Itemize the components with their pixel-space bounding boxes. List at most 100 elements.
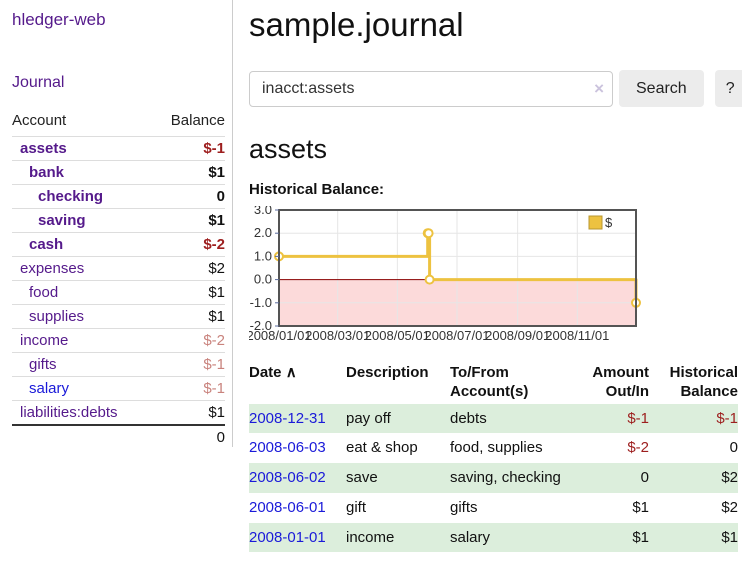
search-input[interactable]: [249, 70, 613, 107]
account-row: cash $-2: [12, 232, 225, 257]
svg-text:1.0: 1.0: [254, 248, 272, 263]
account-name-cell: gifts: [12, 352, 153, 377]
search-button[interactable]: Search: [619, 70, 704, 107]
svg-text:0.0: 0.0: [254, 272, 272, 287]
page-title: sample.journal: [249, 6, 464, 43]
account-name-cell: checking: [12, 184, 153, 209]
account-link-expenses[interactable]: expenses: [20, 260, 85, 277]
account-balance: $-1: [152, 376, 225, 401]
account-balance: 0: [152, 184, 225, 209]
transaction-date-link[interactable]: 2008-06-03: [249, 439, 326, 457]
svg-text:$: $: [605, 215, 613, 230]
register-row: 2008-06-01 gift gifts $1 $2: [249, 493, 738, 523]
transaction-balance: $2: [721, 469, 738, 486]
account-balance: $-1: [152, 352, 225, 377]
accounts-header-account: Account: [12, 112, 67, 129]
svg-text:2008/11/01: 2008/11/01: [545, 328, 609, 343]
account-row: income $-2: [12, 328, 225, 353]
accounts-total-value: 0: [152, 424, 225, 449]
account-row: supplies $1: [12, 304, 225, 329]
transaction-date-link[interactable]: 2008-01-01: [249, 528, 326, 546]
account-link-salary[interactable]: salary: [29, 380, 70, 397]
account-link-assets[interactable]: assets: [20, 140, 67, 157]
transaction-date-link[interactable]: 2008-06-02: [249, 469, 326, 486]
transaction-date-cell: 2008-06-03: [249, 433, 346, 463]
transaction-description: save: [346, 469, 378, 486]
app-title-link[interactable]: hledger-web: [12, 10, 106, 29]
svg-text:-2.0: -2.0: [250, 318, 272, 333]
account-name-cell: food: [12, 280, 153, 305]
account-row: saving $1: [12, 208, 225, 233]
transaction-balance: 0: [729, 439, 738, 457]
clear-search-icon[interactable]: ×: [594, 78, 604, 98]
svg-text:2008/07/01: 2008/07/01: [424, 328, 489, 343]
historical-balance-chart[interactable]: 3.0 2.0 1.0 0.0 -1.0 -2.0 2008/01/01 2008/03/01…: [246, 202, 742, 350]
account-balance: $1: [152, 304, 225, 329]
transaction-date-link[interactable]: 2008-12-31: [249, 409, 326, 427]
account-balance: $1: [152, 208, 225, 233]
transaction-date-link[interactable]: 2008-06-01: [249, 498, 326, 516]
account-name-cell: supplies: [12, 304, 153, 329]
transaction-accounts: food, supplies: [450, 439, 543, 457]
register-header-description: Description: [346, 364, 429, 381]
sidebar: hledger-web Journal Account Balance asse…: [0, 0, 233, 449]
svg-text:2008/01/01: 2008/01/01: [249, 328, 312, 343]
account-row: liabilities:debts $1: [12, 400, 225, 425]
accounts-table: Account Balance assets $-1 bank $1 checking 0…: [12, 109, 225, 449]
account-name-cell: assets: [12, 136, 153, 161]
register-row: 2008-12-31 pay off debts $-1 $-1: [249, 403, 738, 434]
register-row: 2008-06-02 save saving, checking 0 $2: [249, 463, 738, 493]
account-row: assets $-1: [12, 136, 225, 161]
account-link-checking[interactable]: checking: [38, 188, 104, 205]
account-name-cell: income: [12, 328, 153, 353]
account-row: food $1: [12, 280, 225, 305]
main-content: sample.journal × Search ? assets Histori…: [233, 0, 742, 553]
account-name-cell: bank: [12, 160, 153, 185]
search-form: × Search ?: [249, 70, 742, 107]
account-balance: $-2: [152, 232, 225, 257]
accounts-total-spacer: [12, 424, 153, 449]
transaction-accounts: gifts: [450, 498, 478, 516]
sidebar-item-journal[interactable]: Journal: [12, 74, 65, 91]
register-row: 2008-01-01 income salary $1 $1: [249, 522, 738, 553]
transaction-amount: 0: [640, 469, 649, 486]
hledger-web-page: hledger-web Journal Account Balance asse…: [0, 0, 742, 553]
transaction-date-cell: 2008-06-01: [249, 493, 346, 523]
svg-text:-1.0: -1.0: [250, 295, 272, 310]
account-link-liabilities-debts[interactable]: liabilities:debts: [20, 404, 118, 421]
account-link-gifts[interactable]: gifts: [29, 356, 57, 373]
chart-canvas: 3.0 2.0 1.0 0.0 -1.0 -2.02008/01/012008/03/01…: [246, 202, 641, 343]
transaction-description: gift: [346, 498, 367, 516]
transaction-amount: $1: [632, 528, 649, 546]
chart-title: Historical Balance:: [249, 181, 385, 198]
transaction-date-cell: 2008-12-31: [249, 404, 346, 434]
transaction-description: eat & shop: [346, 439, 418, 457]
svg-text:3.0: 3.0: [254, 206, 272, 217]
accounts-total-row: 0: [12, 424, 225, 449]
account-link-cash[interactable]: cash: [29, 236, 64, 253]
account-link-food[interactable]: food: [29, 284, 59, 301]
account-row: salary $-1: [12, 376, 225, 401]
register-header-date[interactable]: Date ∧: [249, 362, 346, 404]
help-button[interactable]: ?: [714, 70, 742, 107]
account-balance: $1: [152, 160, 225, 185]
accounts-header-balance: Balance: [170, 112, 225, 129]
svg-text:2.0: 2.0: [254, 225, 272, 240]
account-link-income[interactable]: income: [20, 332, 69, 349]
account-link-bank[interactable]: bank: [29, 164, 65, 181]
svg-text:2008/09/01: 2008/09/01: [485, 328, 550, 343]
register-header-balance: Historical Balance: [669, 364, 738, 400]
register-row: 2008-06-03 eat & shop food, supplies $-2 0: [249, 433, 738, 463]
register-header-accounts: To/From Account(s): [450, 364, 529, 400]
transaction-accounts: salary: [450, 528, 491, 546]
sort-ascending-icon: ∧: [285, 364, 297, 381]
account-balance: $1: [152, 400, 225, 425]
transaction-date-cell: 2008-06-02: [249, 463, 346, 493]
account-link-supplies[interactable]: supplies: [29, 308, 85, 325]
account-link-saving[interactable]: saving: [38, 212, 86, 229]
transaction-amount: $1: [632, 498, 649, 516]
account-row: bank $1: [12, 160, 225, 185]
account-row: gifts $-1: [12, 352, 225, 377]
account-name-cell: liabilities:debts: [12, 400, 153, 425]
transaction-amount: $-1: [627, 409, 649, 427]
